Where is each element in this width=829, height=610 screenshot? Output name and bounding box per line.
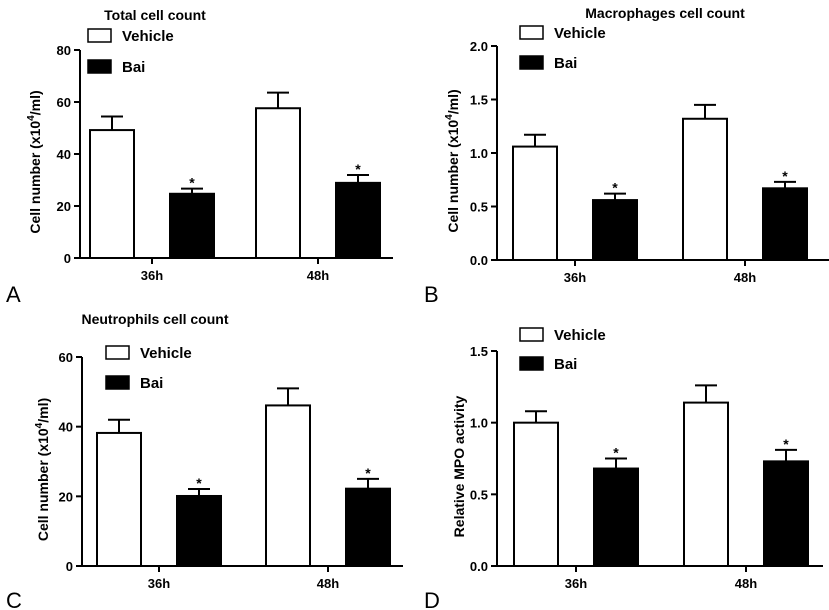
x-tick-label: 36h (564, 270, 586, 285)
legend-label: Vehicle (554, 25, 606, 42)
y-tick-label: 1.0 (470, 146, 488, 161)
legend-label: Vehicle (122, 28, 174, 45)
x-tick-label: 48h (735, 576, 757, 591)
bar-bai-36h (593, 467, 639, 567)
bar-bai-36h (176, 494, 222, 567)
bar-bai-36h (169, 192, 215, 259)
y-tick-label: 0 (64, 251, 71, 266)
panel-c: Neutrophils cell count 0 20 40 60 Cell number… (6, 311, 403, 610)
x-tick-label: 48h (317, 576, 339, 591)
y-tick-label: 2.0 (470, 39, 488, 54)
y-tick-label: 60 (59, 350, 73, 365)
chart-title: Neutrophils cell count (81, 311, 228, 327)
panel-label: A (6, 282, 21, 307)
x-tick-label: 36h (565, 576, 587, 591)
y-tick-label: 0.0 (470, 253, 488, 268)
bar-bai-48h (345, 487, 391, 568)
y-axis-label: Cell number (x104/ml) (444, 89, 461, 232)
panel-label: D (424, 588, 440, 610)
significance-marker: * (189, 175, 195, 191)
y-axis-label: Relative MPO activity (451, 395, 467, 537)
y-axis-label: Cell number (x104/ml) (26, 90, 43, 233)
x-tick-label: 48h (307, 268, 329, 283)
y-tick-label: 40 (57, 147, 71, 162)
legend-swatch-vehicle (519, 327, 544, 342)
bar-bai-48h (762, 187, 808, 261)
significance-marker: * (782, 168, 788, 184)
legend-swatch-vehicle (105, 345, 130, 360)
bar-bai-48h (335, 181, 381, 259)
significance-marker: * (196, 475, 202, 491)
y-axis-label-text: Cell number (x10 (27, 121, 43, 234)
chart-title: Macrophages cell count (585, 5, 745, 21)
y-tick-label: 1.5 (470, 344, 488, 359)
legend-swatch-bai (519, 55, 544, 70)
significance-marker: * (783, 436, 789, 452)
legend-label: Bai (122, 59, 145, 76)
bar-vehicle-36h (512, 145, 558, 261)
bar-bai-36h (592, 199, 638, 261)
y-axis-label-unit: /ml) (27, 90, 43, 115)
bar-bai-48h (763, 460, 809, 567)
legend-label: Bai (554, 55, 577, 72)
y-tick-label: 60 (57, 95, 71, 110)
significance-marker: * (365, 465, 371, 481)
bar-vehicle-36h (513, 421, 559, 567)
bar-vehicle-48h (255, 107, 301, 259)
y-tick-label: 1.5 (470, 93, 488, 108)
legend-swatch-bai (87, 59, 112, 74)
y-tick-label: 20 (57, 199, 71, 214)
significance-marker: * (612, 180, 618, 196)
x-tick-label: 36h (141, 268, 163, 283)
significance-marker: * (613, 445, 619, 461)
legend-label: Bai (140, 375, 163, 392)
legend-label: Vehicle (554, 327, 606, 344)
legend-swatch-bai (519, 356, 544, 371)
panel-d: 0.0 0.5 1.0 1.5 Relative MPO activity 36h 48h *… (424, 327, 823, 610)
legend-swatch-bai (105, 375, 130, 390)
y-axis-label-text: Cell number (x10 (35, 428, 51, 541)
y-tick-label: 0.5 (470, 487, 488, 502)
y-axis-label-superscript: 4 (34, 422, 45, 428)
y-tick-label: 0 (66, 559, 73, 574)
x-tick-label: 48h (734, 270, 756, 285)
legend-label: Vehicle (140, 345, 192, 362)
chart-title: Total cell count (104, 7, 206, 23)
legend-swatch-vehicle (519, 25, 544, 40)
bar-vehicle-48h (265, 404, 311, 567)
y-axis-label-unit: /ml) (445, 89, 461, 114)
y-axis-label-unit: /ml) (35, 398, 51, 423)
legend-label: Bai (554, 356, 577, 373)
y-tick-label: 1.0 (470, 416, 488, 431)
panel-label: C (6, 588, 22, 610)
y-axis-label-superscript: 4 (26, 115, 37, 121)
significance-marker: * (355, 161, 361, 177)
bar-vehicle-48h (682, 117, 728, 262)
panel-a: Total cell count 0 20 40 60 80 Cell number (x1… (6, 7, 393, 307)
y-tick-label: 40 (59, 420, 73, 435)
panel-label: B (424, 282, 439, 307)
legend-swatch-vehicle (87, 28, 112, 43)
bar-vehicle-36h (96, 431, 142, 568)
y-tick-label: 0.5 (470, 200, 488, 215)
x-tick-label: 36h (148, 576, 170, 591)
panel-b: Macrophages cell count 0.0 0.5 1.0 1.5 2.0 Cel… (424, 5, 829, 307)
bar-vehicle-36h (89, 129, 135, 259)
y-axis-label-text: Relative MPO activity (451, 395, 467, 537)
y-tick-label: 80 (57, 43, 71, 58)
y-axis-label-superscript: 4 (444, 114, 455, 120)
y-axis-label: Cell number (x104/ml) (34, 398, 51, 541)
y-tick-label: 20 (59, 489, 73, 504)
y-tick-label: 0.0 (470, 559, 488, 574)
y-axis-label-text: Cell number (x10 (445, 120, 461, 233)
bar-vehicle-48h (683, 401, 729, 567)
